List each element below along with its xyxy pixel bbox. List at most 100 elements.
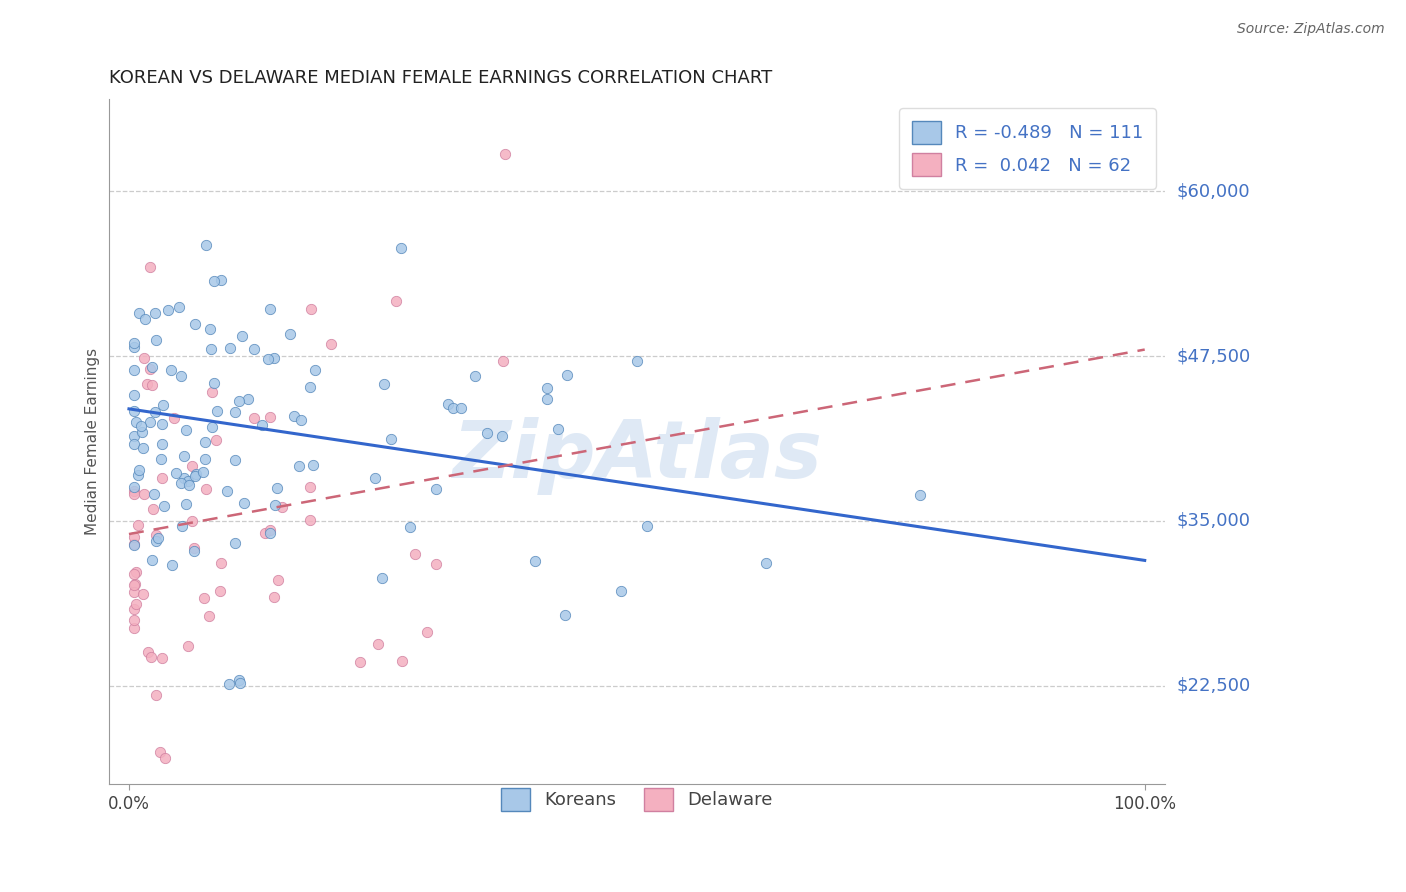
Point xyxy=(122,585,145,599)
Point xyxy=(122,578,145,592)
Point xyxy=(266,481,288,495)
Point xyxy=(494,147,516,161)
Point xyxy=(380,432,402,446)
Point xyxy=(191,466,214,480)
Point xyxy=(319,337,342,351)
Point xyxy=(524,554,547,568)
Point xyxy=(259,301,281,316)
Point xyxy=(193,591,215,605)
Point xyxy=(304,363,326,377)
Text: ZipAtlas: ZipAtlas xyxy=(451,417,821,494)
Point xyxy=(125,598,148,612)
Point xyxy=(124,576,146,591)
Point xyxy=(125,415,148,429)
Point xyxy=(149,745,172,759)
Point xyxy=(547,421,569,435)
Point xyxy=(224,452,246,467)
Point xyxy=(404,547,426,561)
Point xyxy=(143,306,166,320)
Point xyxy=(180,514,202,528)
Point xyxy=(491,429,513,443)
Point xyxy=(437,397,460,411)
Point xyxy=(477,426,499,441)
Point xyxy=(122,567,145,582)
Point xyxy=(122,480,145,494)
Point xyxy=(253,526,276,541)
Point xyxy=(536,392,558,406)
Point xyxy=(145,533,167,548)
Point xyxy=(450,401,472,416)
Point xyxy=(122,362,145,376)
Point xyxy=(398,520,420,534)
Point xyxy=(141,360,163,375)
Point xyxy=(371,571,394,585)
Point xyxy=(122,340,145,354)
Point xyxy=(142,502,165,516)
Point xyxy=(228,393,250,408)
Point xyxy=(153,499,176,513)
Point xyxy=(173,450,195,464)
Text: $22,500: $22,500 xyxy=(1177,677,1250,695)
Point xyxy=(263,351,285,365)
Point xyxy=(143,405,166,419)
Point xyxy=(183,543,205,558)
Point xyxy=(283,409,305,423)
Point xyxy=(554,608,576,623)
Point xyxy=(150,452,173,467)
Point xyxy=(132,351,155,366)
Point xyxy=(263,498,285,512)
Point xyxy=(201,419,224,434)
Point xyxy=(177,477,200,491)
Point xyxy=(150,436,173,450)
Point xyxy=(135,377,157,392)
Point xyxy=(156,302,179,317)
Point xyxy=(183,469,205,483)
Point xyxy=(416,624,439,639)
Point xyxy=(298,380,321,394)
Point xyxy=(170,518,193,533)
Point xyxy=(162,410,184,425)
Point xyxy=(141,649,163,664)
Point xyxy=(150,417,173,431)
Point xyxy=(122,335,145,350)
Text: $35,000: $35,000 xyxy=(1177,512,1250,530)
Point xyxy=(122,487,145,501)
Point xyxy=(301,458,323,472)
Point xyxy=(557,368,579,383)
Point xyxy=(263,590,285,604)
Point xyxy=(267,573,290,587)
Point xyxy=(259,525,281,540)
Point xyxy=(288,459,311,474)
Point xyxy=(138,645,160,659)
Point xyxy=(139,415,162,429)
Point xyxy=(243,410,266,425)
Point xyxy=(165,466,187,480)
Point xyxy=(373,376,395,391)
Point xyxy=(298,513,321,527)
Point xyxy=(134,312,156,326)
Point xyxy=(231,329,253,343)
Point xyxy=(299,480,322,494)
Point xyxy=(208,583,231,598)
Point xyxy=(131,425,153,439)
Legend: Koreans, Delaware: Koreans, Delaware xyxy=(489,775,785,823)
Point xyxy=(129,418,152,433)
Point xyxy=(636,519,658,533)
Point xyxy=(198,608,221,623)
Point xyxy=(278,326,301,341)
Point xyxy=(170,475,193,490)
Point xyxy=(385,293,408,308)
Point xyxy=(243,342,266,356)
Point xyxy=(910,488,932,502)
Point xyxy=(626,354,648,368)
Point xyxy=(195,482,218,496)
Point xyxy=(132,487,155,501)
Point xyxy=(176,424,198,438)
Point xyxy=(181,459,204,474)
Point xyxy=(202,274,225,288)
Point xyxy=(186,467,208,482)
Point xyxy=(755,556,778,570)
Point xyxy=(150,650,173,665)
Point xyxy=(232,495,254,509)
Point xyxy=(194,435,217,450)
